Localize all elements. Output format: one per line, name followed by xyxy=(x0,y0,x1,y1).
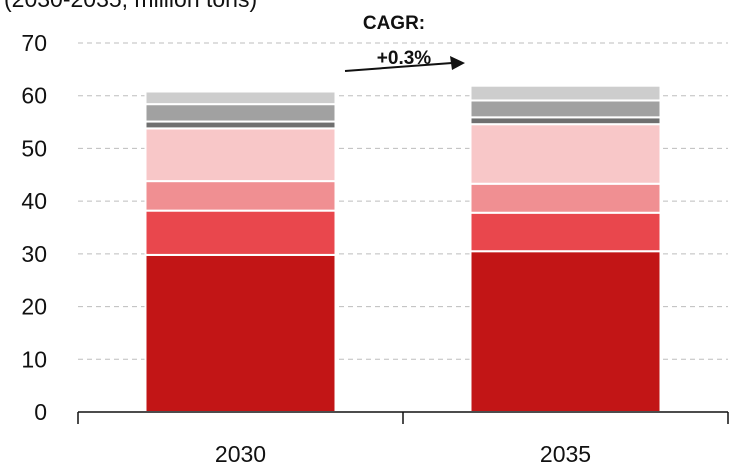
x-tick-label: 2035 xyxy=(540,441,591,467)
y-tick-label: 70 xyxy=(21,30,47,56)
y-tick-label: 10 xyxy=(21,346,47,372)
y-tick-label: 50 xyxy=(21,135,47,161)
y-tick-label: 0 xyxy=(34,399,47,425)
cagr-value: +0.3% xyxy=(377,48,432,69)
bar-segment-2035-layer-1 xyxy=(469,250,662,413)
bar-segment-2035-layer-2 xyxy=(469,211,662,253)
x-axis-tick-labels: 2030 2035 xyxy=(215,441,591,467)
y-axis-tick-labels: 0 10 20 30 40 50 60 70 xyxy=(21,30,47,425)
bar-segment-2035-layer-7 xyxy=(469,84,662,102)
chart-subtitle: (2030-2035, million tons) xyxy=(4,0,257,12)
cagr-arrow xyxy=(344,62,453,72)
bar-segment-2035-layer-5 xyxy=(469,116,662,126)
bar-segment-2035-layer-3 xyxy=(469,182,662,214)
bar-segment-2035-layer-4 xyxy=(469,123,662,185)
x-tick-label: 2030 xyxy=(215,441,266,467)
y-tick-label: 20 xyxy=(21,294,47,320)
y-tick-label: 60 xyxy=(21,83,47,109)
bars xyxy=(144,84,662,413)
bar-segment-2035-layer-6 xyxy=(469,99,662,119)
bar-segment-2030-layer-5 xyxy=(144,120,337,130)
bar-segment-2030-layer-4 xyxy=(144,127,337,183)
bar-segment-2030-layer-1 xyxy=(144,253,337,413)
y-tick-label: 30 xyxy=(21,241,47,267)
bar-segment-2030-layer-2 xyxy=(144,209,337,256)
cagr-label: CAGR: xyxy=(363,13,425,34)
x-axis xyxy=(77,411,729,424)
cagr-arrow-head-icon xyxy=(450,56,465,70)
y-tick-label: 40 xyxy=(21,188,47,214)
bar-segment-2030-layer-6 xyxy=(144,103,337,123)
bar-segment-2030-layer-3 xyxy=(144,180,337,212)
bar-segment-2030-layer-7 xyxy=(144,90,337,106)
cagr-annotation: CAGR: +0.3% xyxy=(344,13,465,72)
